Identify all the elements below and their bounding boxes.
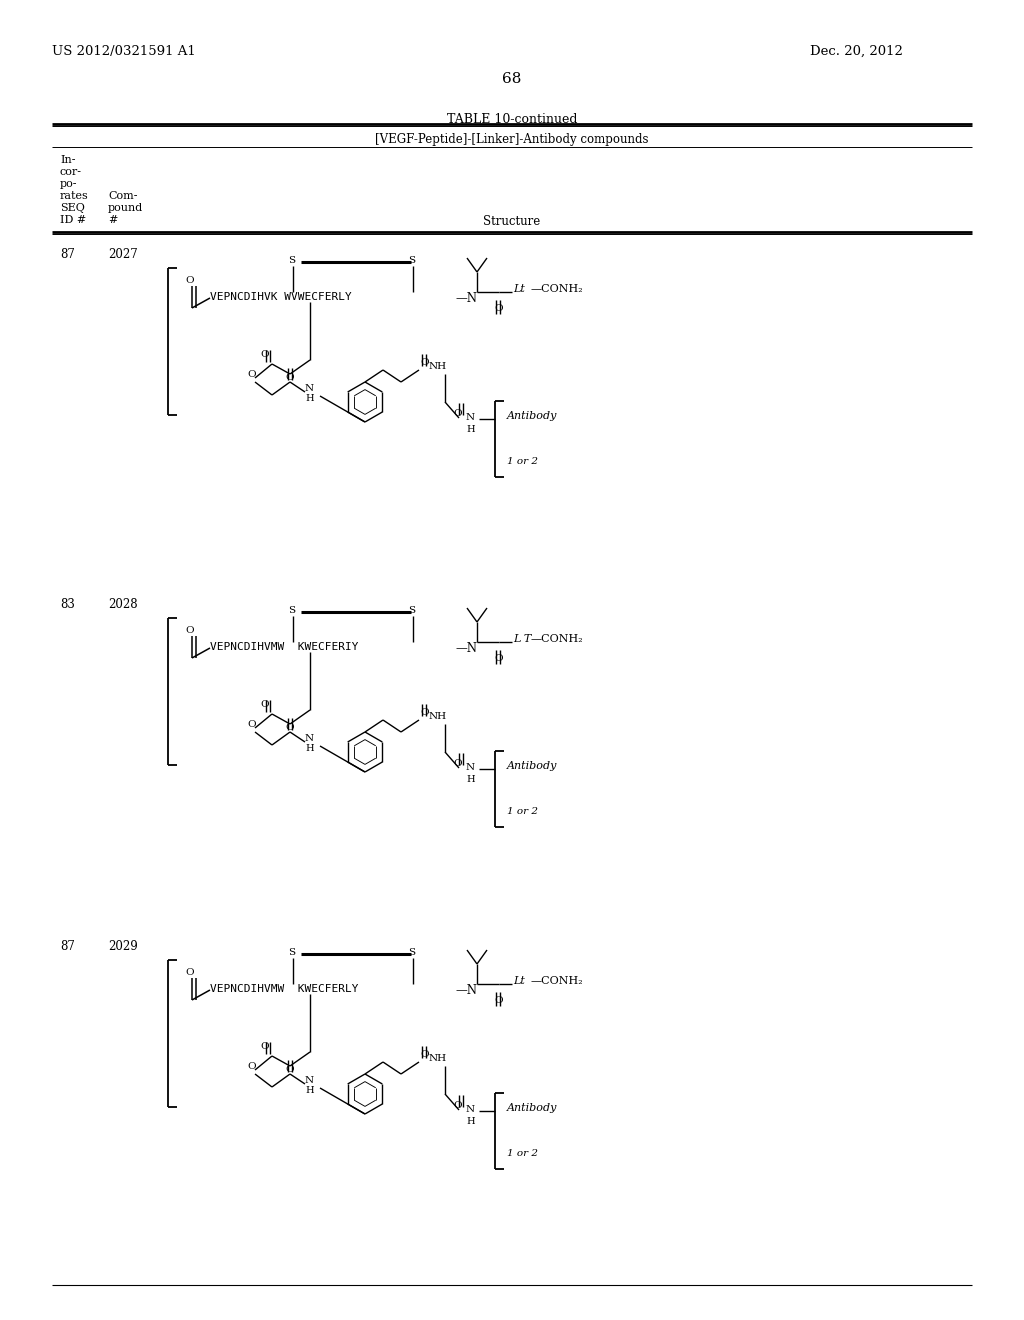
- Text: N: N: [466, 763, 475, 772]
- Text: cor-: cor-: [60, 168, 82, 177]
- Text: S: S: [288, 606, 295, 615]
- Text: O: O: [247, 370, 256, 379]
- Text: S: S: [288, 948, 295, 957]
- Text: [VEGF-Peptide]-[Linker]-Antibody compounds: [VEGF-Peptide]-[Linker]-Antibody compoun…: [375, 133, 649, 147]
- Text: —CONH₂: —CONH₂: [531, 284, 584, 294]
- Text: S: S: [408, 256, 415, 265]
- Text: Antibody: Antibody: [507, 1104, 557, 1113]
- Text: 2028: 2028: [108, 598, 137, 611]
- Text: O: O: [247, 1063, 256, 1071]
- Text: Structure: Structure: [483, 215, 541, 228]
- Text: Lt: Lt: [513, 975, 525, 986]
- Text: —CONH₂: —CONH₂: [531, 975, 584, 986]
- Text: VEPNCDIHVMW  KWECFERLY: VEPNCDIHVMW KWECFERLY: [210, 983, 358, 994]
- Text: —N: —N: [455, 292, 477, 305]
- Text: O: O: [285, 374, 294, 381]
- Text: 1 or 2: 1 or 2: [507, 1148, 538, 1158]
- Text: Com-: Com-: [108, 191, 137, 201]
- Text: O: O: [494, 997, 503, 1005]
- Text: NH: NH: [429, 362, 447, 371]
- Text: VEPNCDIHVK WVWECFERLY: VEPNCDIHVK WVWECFERLY: [210, 292, 352, 302]
- Text: #: #: [108, 215, 118, 224]
- Text: H: H: [466, 425, 475, 434]
- Text: O: O: [260, 350, 268, 359]
- Text: —CONH₂: —CONH₂: [531, 634, 584, 644]
- Text: O: O: [185, 626, 194, 635]
- Text: pound: pound: [108, 203, 143, 213]
- Text: 2027: 2027: [108, 248, 138, 261]
- Text: 83: 83: [60, 598, 75, 611]
- Text: 1 or 2: 1 or 2: [507, 457, 538, 466]
- Text: O: O: [260, 700, 268, 709]
- Text: O: O: [453, 759, 462, 768]
- Text: SEQ: SEQ: [60, 203, 85, 213]
- Text: In-: In-: [60, 154, 76, 165]
- Text: H: H: [466, 775, 475, 784]
- Text: O: O: [494, 304, 503, 313]
- Text: H: H: [305, 744, 313, 752]
- Text: O: O: [285, 723, 294, 733]
- Text: N: N: [305, 1076, 314, 1085]
- Text: O: O: [285, 1065, 294, 1074]
- Text: S: S: [408, 606, 415, 615]
- Text: S: S: [408, 948, 415, 957]
- Text: ID #: ID #: [60, 215, 86, 224]
- Text: N: N: [466, 1105, 475, 1114]
- Text: US 2012/0321591 A1: US 2012/0321591 A1: [52, 45, 196, 58]
- Text: 87: 87: [60, 248, 75, 261]
- Text: H: H: [466, 1117, 475, 1126]
- Text: O: O: [420, 1049, 429, 1059]
- Text: O: O: [494, 653, 503, 663]
- Text: 87: 87: [60, 940, 75, 953]
- Text: —N: —N: [455, 642, 477, 655]
- Text: VEPNCDIHVMW  KWECFERIY: VEPNCDIHVMW KWECFERIY: [210, 642, 358, 652]
- Text: O: O: [420, 358, 429, 367]
- Text: TABLE 10-continued: TABLE 10-continued: [446, 114, 578, 125]
- Text: Lt: Lt: [513, 284, 525, 294]
- Text: O: O: [453, 1101, 462, 1110]
- Text: O: O: [185, 276, 194, 285]
- Text: NH: NH: [429, 1053, 447, 1063]
- Text: po-: po-: [60, 180, 78, 189]
- Text: H: H: [305, 393, 313, 403]
- Text: O: O: [453, 409, 462, 418]
- Text: O: O: [247, 719, 256, 729]
- Text: Antibody: Antibody: [507, 411, 557, 421]
- Text: L T: L T: [513, 634, 531, 644]
- Text: rates: rates: [60, 191, 89, 201]
- Text: N: N: [305, 734, 314, 743]
- Text: O: O: [260, 1041, 268, 1051]
- Text: H: H: [305, 1086, 313, 1096]
- Text: Dec. 20, 2012: Dec. 20, 2012: [810, 45, 903, 58]
- Text: NH: NH: [429, 711, 447, 721]
- Text: N: N: [305, 384, 314, 393]
- Text: —N: —N: [455, 983, 477, 997]
- Text: 2029: 2029: [108, 940, 138, 953]
- Text: 1 or 2: 1 or 2: [507, 807, 538, 816]
- Text: N: N: [466, 413, 475, 422]
- Text: O: O: [185, 968, 194, 977]
- Text: S: S: [288, 256, 295, 265]
- Text: 68: 68: [503, 73, 521, 86]
- Text: Antibody: Antibody: [507, 762, 557, 771]
- Text: O: O: [420, 708, 429, 717]
